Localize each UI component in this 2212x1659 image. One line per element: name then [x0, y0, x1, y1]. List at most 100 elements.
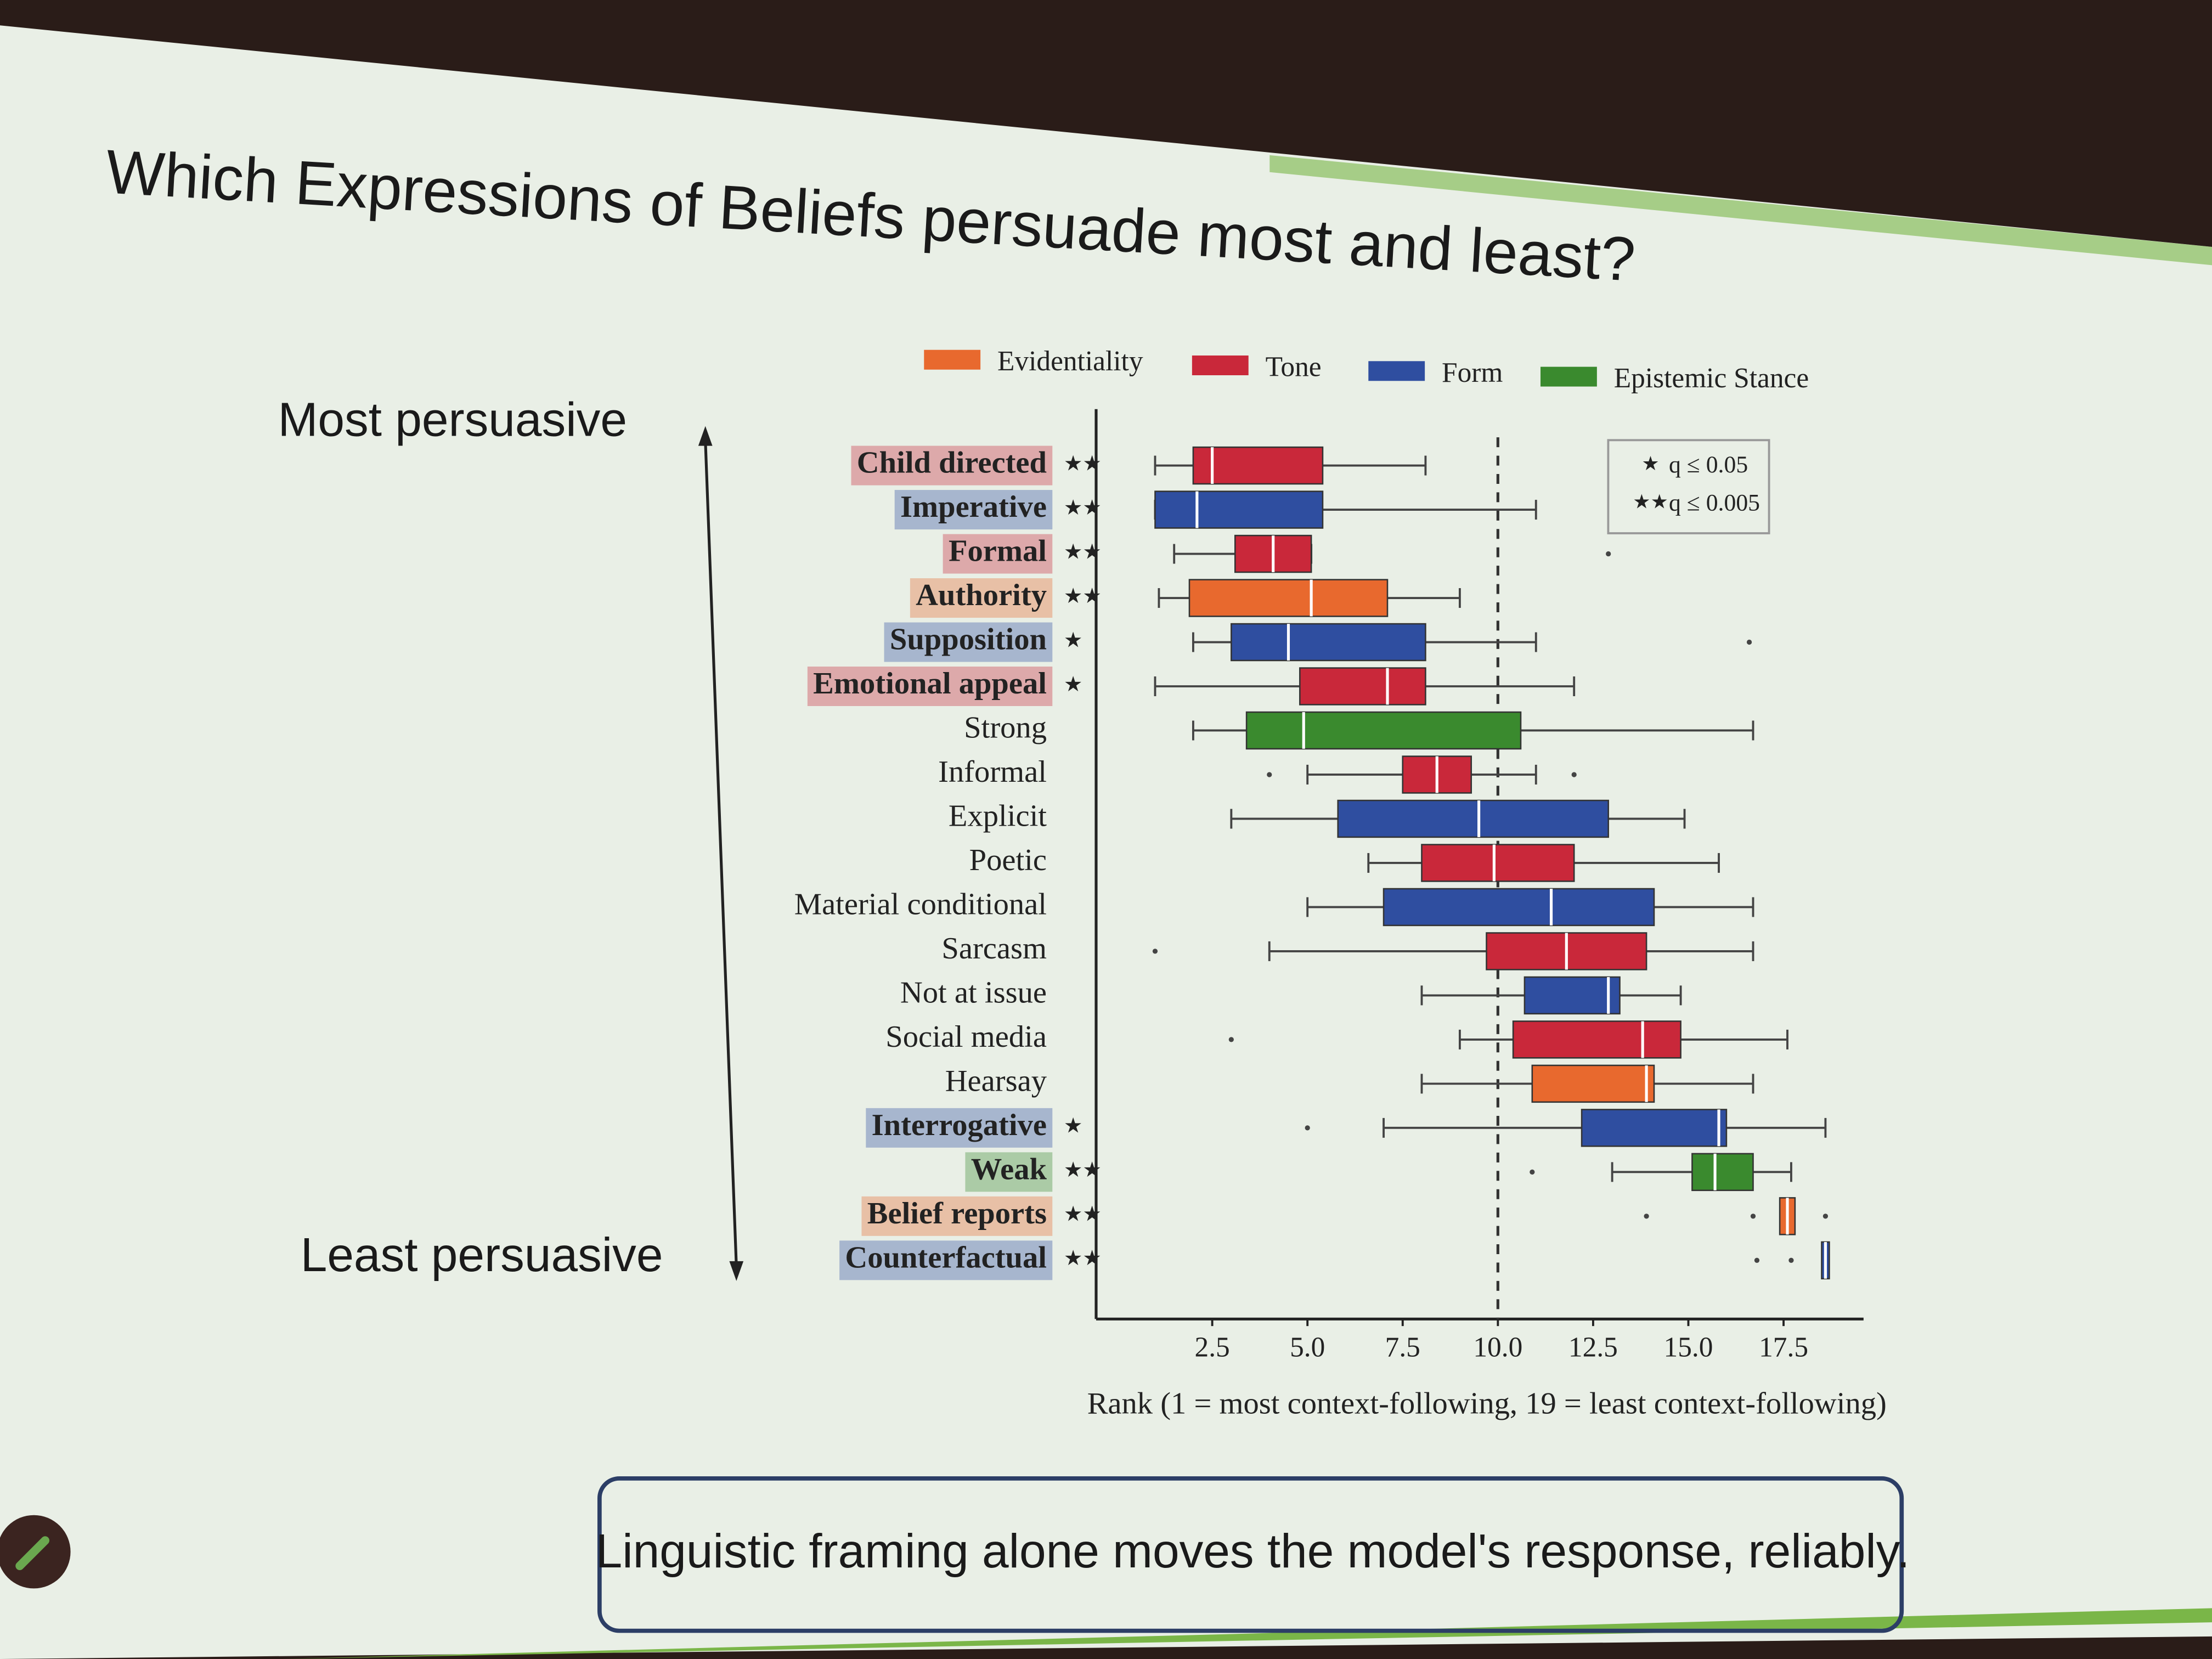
chart: 2.5 5.0 7.5 10.0 12.5 15.0 17.5 Rank (1 = most …: [794, 346, 1887, 1420]
significance-stars: ★★: [1064, 1203, 1102, 1226]
box: [1512, 1020, 1681, 1059]
outlier: [1267, 772, 1272, 777]
row-label-highlight: [910, 578, 1053, 618]
row-label: Sarcasm: [941, 932, 1047, 966]
slide-accent: [282, 1608, 2212, 1659]
row-label-highlight: [965, 1152, 1053, 1192]
outlier: [1228, 1037, 1234, 1042]
slide-accent-top: [1269, 155, 2212, 266]
x-tick-label: 2.5: [1194, 1332, 1229, 1363]
significance-stars: ★: [1064, 673, 1083, 696]
box: [1523, 976, 1621, 1015]
row-label: Strong: [964, 710, 1047, 744]
outlier: [1530, 1169, 1535, 1175]
x-axis-label: Rank (1 = most context-following, 19 = l…: [1087, 1387, 1887, 1421]
box: [1231, 623, 1426, 662]
row-label-highlight: [851, 445, 1053, 486]
row-label: Material conditional: [794, 887, 1047, 921]
box: [1383, 888, 1655, 927]
arrow-head-up: [698, 426, 713, 446]
persuasion-arrow: [704, 440, 738, 1267]
box: [1421, 844, 1575, 882]
outlier: [1788, 1257, 1794, 1263]
x-tick-label: 5.0: [1290, 1332, 1325, 1363]
row-label: Informal: [938, 755, 1047, 789]
row-label-highlight: [866, 1108, 1053, 1148]
significance-legend-box: [1607, 439, 1770, 534]
row-label: Explicit: [949, 799, 1047, 833]
legend-swatch: [1192, 356, 1249, 375]
box: [1192, 446, 1324, 485]
slide-surface: [0, 25, 2212, 1659]
row-label: Imperative: [900, 490, 1047, 524]
row-label: Authority: [916, 578, 1047, 612]
row-label: Formal: [949, 534, 1047, 568]
row-label: Counterfactual: [845, 1240, 1047, 1274]
outlier: [1606, 551, 1611, 557]
caption-box: [597, 1476, 1904, 1633]
row-label: Social media: [885, 1020, 1047, 1054]
significance-stars: ★: [1064, 629, 1083, 652]
x-tick-label: 17.5: [1759, 1332, 1808, 1363]
caption: Linguistic framing alone moves the model…: [596, 1524, 1910, 1578]
x-tick-label: 7.5: [1385, 1332, 1420, 1363]
outlier: [1571, 772, 1577, 777]
significance-stars: ★★: [1064, 1247, 1102, 1270]
row-label-highlight: [807, 667, 1053, 706]
significance-stars: ★★: [1064, 540, 1102, 563]
row-label-highlight: [884, 622, 1053, 662]
row-label: Belief reports: [867, 1197, 1047, 1231]
row-label-highlight: [839, 1240, 1053, 1280]
box: [1154, 490, 1324, 529]
legend-label: Epistemic Stance: [1614, 363, 1809, 394]
pen-glyph: [15, 1536, 49, 1571]
box: [1581, 1109, 1728, 1147]
row-label-highlight: [894, 490, 1053, 530]
significance-stars: ★★: [1064, 452, 1102, 475]
arrow-bottom-label: Least persuasive: [301, 1228, 663, 1282]
legend-swatch: [1368, 361, 1425, 381]
outlier: [1750, 1214, 1756, 1219]
legend-swatch: [924, 349, 981, 370]
x-tick-label: 10.0: [1473, 1332, 1522, 1363]
box: [1188, 579, 1389, 617]
box: [1531, 1064, 1655, 1103]
row-label: Supposition: [890, 622, 1047, 656]
x-tick-label: 15.0: [1664, 1332, 1713, 1363]
box: [1337, 799, 1609, 838]
legend-label: Tone: [1266, 352, 1322, 383]
arrow-top-label: Most persuasive: [278, 393, 627, 447]
significance-stars: ★★: [1064, 496, 1102, 520]
significance-label: q ≤ 0.05: [1669, 452, 1748, 478]
significance-stars: ★: [1064, 1115, 1083, 1138]
row-label: Poetic: [969, 843, 1047, 877]
row-label: Child directed: [857, 446, 1047, 480]
row-label: Emotional appeal: [813, 667, 1047, 701]
outlier: [1754, 1257, 1760, 1263]
box: [1245, 711, 1522, 750]
outlier: [1746, 639, 1752, 645]
row-label: Not at issue: [900, 975, 1047, 1009]
outlier: [1152, 949, 1158, 954]
row-label-highlight: [861, 1196, 1053, 1236]
arrow-head-down: [729, 1261, 744, 1281]
row-label: Interrogative: [872, 1108, 1047, 1142]
x-tick-label: 12.5: [1568, 1332, 1618, 1363]
outlier: [1305, 1125, 1310, 1131]
box: [1299, 667, 1426, 706]
legend-label: Evidentiality: [997, 346, 1143, 377]
outlier: [1822, 1214, 1829, 1219]
significance-stars: ★★: [1064, 1159, 1102, 1182]
row-label: Weak: [971, 1152, 1047, 1186]
significance-stars: ★★: [1064, 585, 1102, 608]
legend-swatch: [1541, 366, 1597, 387]
box: [1691, 1153, 1754, 1192]
row-label-highlight: [943, 534, 1053, 574]
legend-label: Form: [1442, 357, 1503, 388]
significance-symbol: ★★: [1633, 490, 1668, 512]
significance-label: q ≤ 0.005: [1669, 490, 1760, 516]
outlier: [1644, 1214, 1649, 1219]
significance-symbol: ★: [1641, 453, 1659, 475]
